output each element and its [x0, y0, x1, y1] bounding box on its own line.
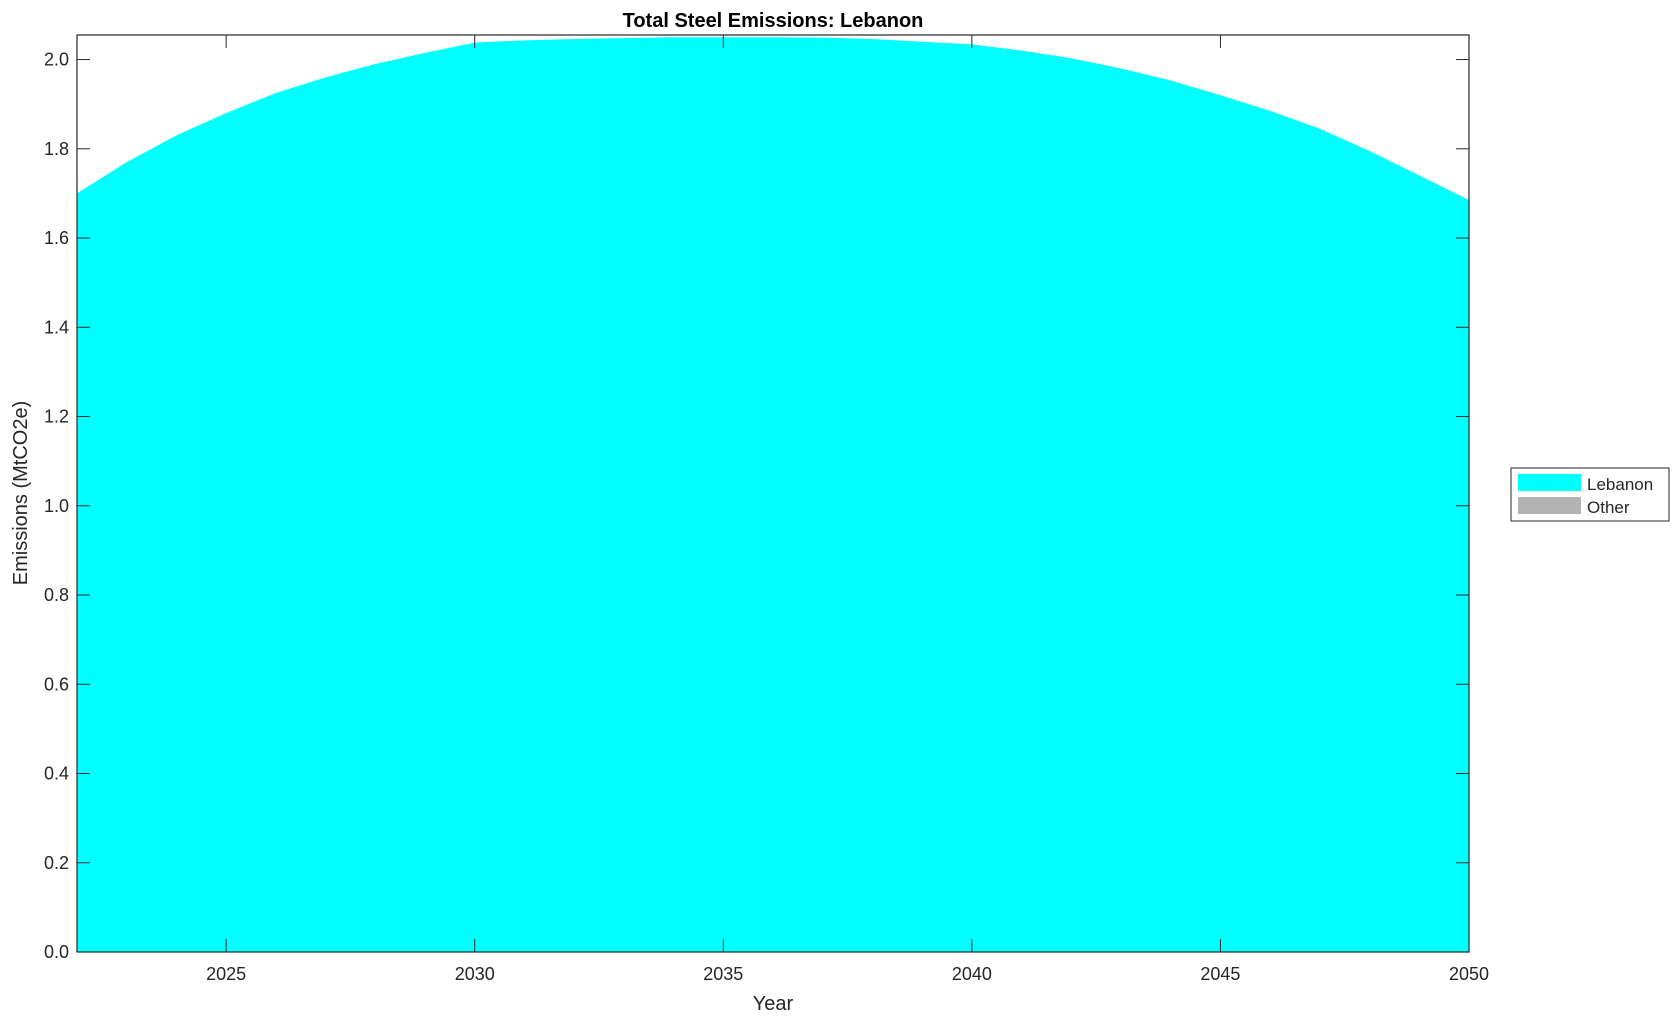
x-tick-label: 2050: [1449, 964, 1489, 984]
series-areas: [77, 37, 1469, 953]
y-tick-label: 1.0: [44, 496, 69, 516]
y-tick-label: 0.6: [44, 674, 69, 694]
y-tick-label: 0.0: [44, 942, 69, 962]
y-tick-label: 1.2: [44, 407, 69, 427]
y-axis-label: Emissions (MtCO2e): [10, 401, 32, 585]
legend-swatch-other: [1518, 497, 1581, 514]
y-tick-label: 0.8: [44, 585, 69, 605]
plot-box: [76, 34, 1470, 953]
x-tick-label: 2030: [455, 964, 495, 984]
y-tick-label: 0.2: [44, 853, 69, 873]
y-tick-label: 1.4: [44, 317, 69, 337]
x-tick-label: 2040: [952, 964, 992, 984]
x-axis-label: Year: [753, 993, 794, 1015]
area-lebanon: [77, 37, 1469, 953]
x-tick-label: 2035: [703, 964, 743, 984]
y-tick-label: 1.6: [44, 228, 69, 248]
axes: 2025 2030 2035 2040 2045 2050 0.0 0.2 0.4 0.6 0.8 1…: [44, 34, 1489, 984]
legend-swatch-lebanon: [1518, 474, 1581, 491]
legend-label-lebanon: Lebanon: [1587, 475, 1653, 494]
legend: Lebanon Other: [1510, 467, 1670, 522]
legend-label-other: Other: [1587, 498, 1630, 517]
x-tick-label: 2045: [1200, 964, 1240, 984]
chart-title: Total Steel Emissions: Lebanon: [623, 10, 924, 32]
y-tick-label: 1.8: [44, 139, 69, 159]
y-tick-label: 2.0: [44, 50, 69, 70]
y-tick-label: 0.4: [44, 764, 69, 784]
x-tick-label: 2025: [206, 964, 246, 984]
